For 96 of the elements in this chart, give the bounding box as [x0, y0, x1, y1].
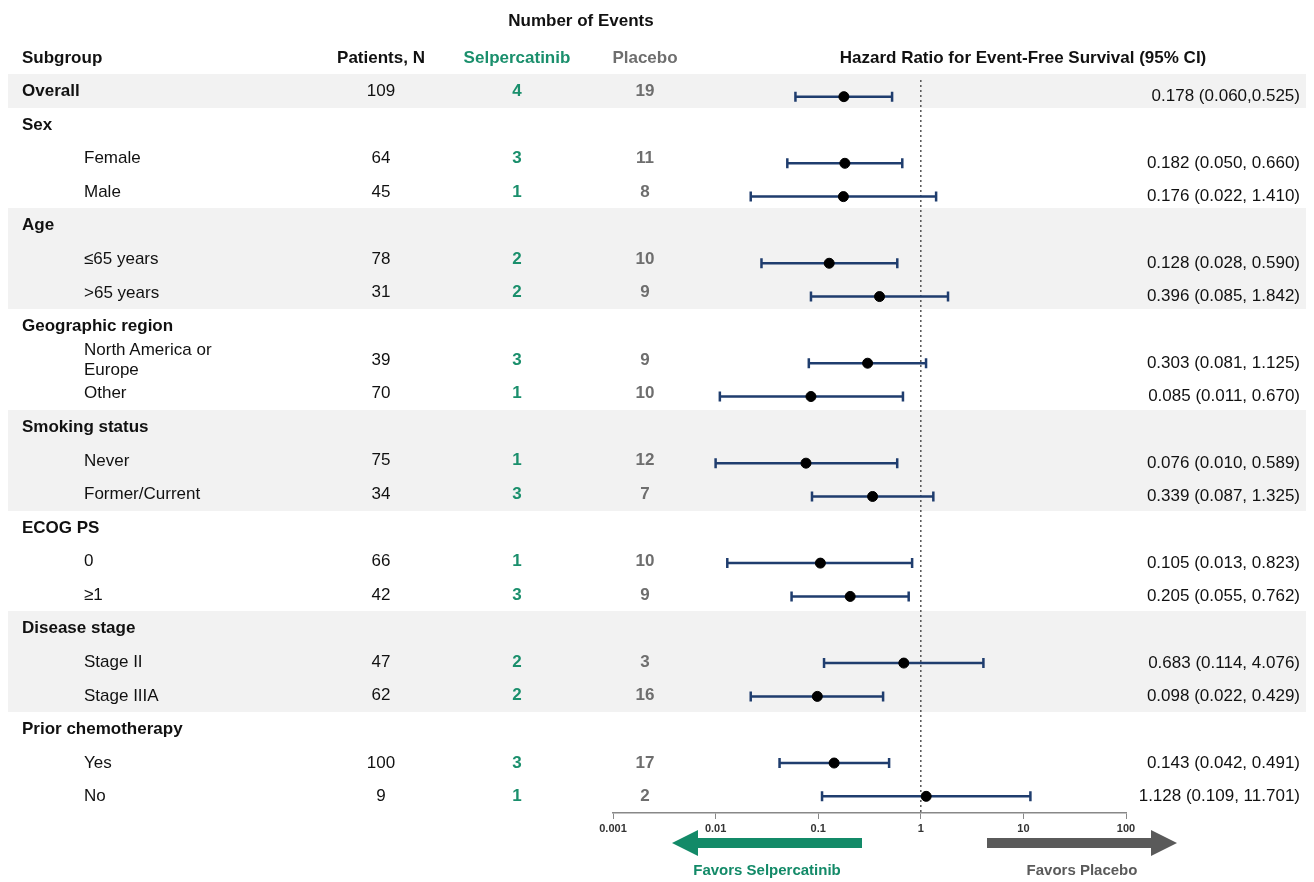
- category-label: Yes: [84, 752, 112, 772]
- x-tick-label: 100: [1116, 821, 1136, 834]
- data-label: 0.683 (0.114, 4.076): [1148, 652, 1300, 672]
- text: 31: [371, 282, 391, 302]
- text: 10: [635, 551, 655, 571]
- category-label: North America or Europe: [84, 339, 212, 379]
- category-label: Male: [84, 181, 121, 201]
- category-label: 0: [84, 551, 94, 571]
- category-label: ≥1: [84, 584, 103, 604]
- text: 109: [366, 80, 396, 100]
- text: 34: [371, 483, 391, 503]
- text: 11: [636, 147, 654, 167]
- text: Number of Events: [507, 11, 655, 31]
- text: 2: [512, 685, 522, 705]
- category-label: Age: [22, 215, 55, 235]
- data-label: 0.085 (0.011, 0.670): [1148, 386, 1300, 406]
- text: 9: [376, 786, 386, 806]
- text: 1: [512, 450, 522, 470]
- text: Favors Placebo: [1025, 861, 1139, 878]
- y-axis-title: Subgroup: [22, 48, 103, 68]
- text: 2: [512, 651, 522, 671]
- category-label: Female: [84, 148, 141, 168]
- category-label: >65 years: [84, 282, 160, 302]
- data-label: 0.182 (0.050, 0.660): [1146, 152, 1300, 172]
- category-label: Stage IIIA: [84, 685, 159, 705]
- data-label: 0.339 (0.087, 1.325): [1146, 486, 1300, 506]
- text: 47: [371, 651, 391, 671]
- category-label: Placebo: [612, 48, 678, 67]
- category-label: Geographic region: [22, 316, 174, 336]
- text: 10: [635, 248, 655, 268]
- text: 1: [512, 551, 522, 571]
- text: 19: [635, 80, 655, 100]
- text: 10: [635, 383, 655, 403]
- text: 16: [635, 685, 655, 705]
- text: Favors Selpercatinib: [692, 861, 842, 878]
- category-label: Overall: [22, 81, 80, 101]
- text: 3: [640, 651, 650, 671]
- text: 66: [371, 551, 391, 571]
- x-tick-label: 0.1: [810, 821, 826, 834]
- data-label: 0.176 (0.022, 1.410): [1146, 186, 1300, 206]
- category-label: Former/Current: [84, 484, 201, 504]
- text: 9: [640, 349, 650, 369]
- text: 62: [371, 685, 391, 705]
- data-label: 0.205 (0.055, 0.762): [1146, 586, 1300, 606]
- text: 39: [371, 349, 391, 369]
- text: 2: [512, 248, 522, 268]
- data-label: 0.098 (0.022, 0.429): [1146, 686, 1300, 706]
- text: 1: [512, 383, 522, 403]
- text: 7: [640, 483, 650, 503]
- category-label: Sex: [22, 114, 53, 134]
- category-label: ≤65 years: [84, 248, 159, 268]
- data-label: 0.128 (0.028, 0.590): [1146, 252, 1300, 272]
- category-label: Never: [84, 450, 130, 470]
- text: 3: [512, 584, 522, 604]
- text: 1: [512, 786, 522, 806]
- x-tick-label: 0.001: [599, 821, 627, 834]
- category-label: Prior chemotherapy: [22, 719, 183, 739]
- category-label: Selpercatinib: [462, 48, 572, 68]
- text: 9: [640, 282, 650, 302]
- text: 3: [512, 483, 522, 503]
- category-label: Other: [84, 383, 127, 403]
- text: 9: [640, 584, 650, 604]
- x-tick-label: 1: [917, 821, 924, 834]
- text: 2: [512, 282, 522, 302]
- text: 100: [366, 752, 396, 772]
- data-label: 0.178 (0.060,0.525): [1151, 86, 1300, 106]
- text: 64: [371, 147, 391, 167]
- category-label: No: [84, 786, 106, 806]
- text: 17: [635, 752, 655, 772]
- category-label: Stage II: [84, 652, 143, 672]
- chart-title: Hazard Ratio for Event-Free Survival (95% CI): [838, 48, 1208, 68]
- text: 3: [512, 349, 522, 369]
- category-label: ECOG PS: [22, 517, 100, 537]
- text: 3: [512, 752, 522, 772]
- text: 42: [371, 584, 391, 604]
- data-label: 0.143 (0.042, 0.491): [1146, 752, 1300, 772]
- text: 8: [640, 181, 650, 201]
- data-label: 0.076 (0.010, 0.589): [1146, 452, 1300, 472]
- x-tick-label: 10: [1017, 821, 1030, 834]
- text: 45: [371, 181, 391, 201]
- data-label: 0.396 (0.085, 1.842): [1146, 286, 1300, 306]
- text: 2: [640, 786, 650, 806]
- data-label: 1.128 (0.109, 11.701): [1138, 786, 1300, 806]
- category-label: Patients, N: [336, 48, 426, 68]
- category-label: Smoking status: [22, 416, 149, 436]
- text: 70: [371, 383, 391, 403]
- category-label: Disease stage: [22, 618, 136, 638]
- text: 75: [371, 450, 391, 470]
- text: 3: [512, 147, 522, 167]
- text: 4: [512, 80, 522, 100]
- x-tick-label: 0.01: [704, 821, 727, 834]
- text: 12: [635, 450, 655, 470]
- text: 78: [371, 248, 391, 268]
- text: 1: [512, 181, 522, 201]
- data-label: 0.105 (0.013, 0.823): [1146, 552, 1300, 572]
- data-label: 0.303 (0.081, 1.125): [1146, 352, 1300, 372]
